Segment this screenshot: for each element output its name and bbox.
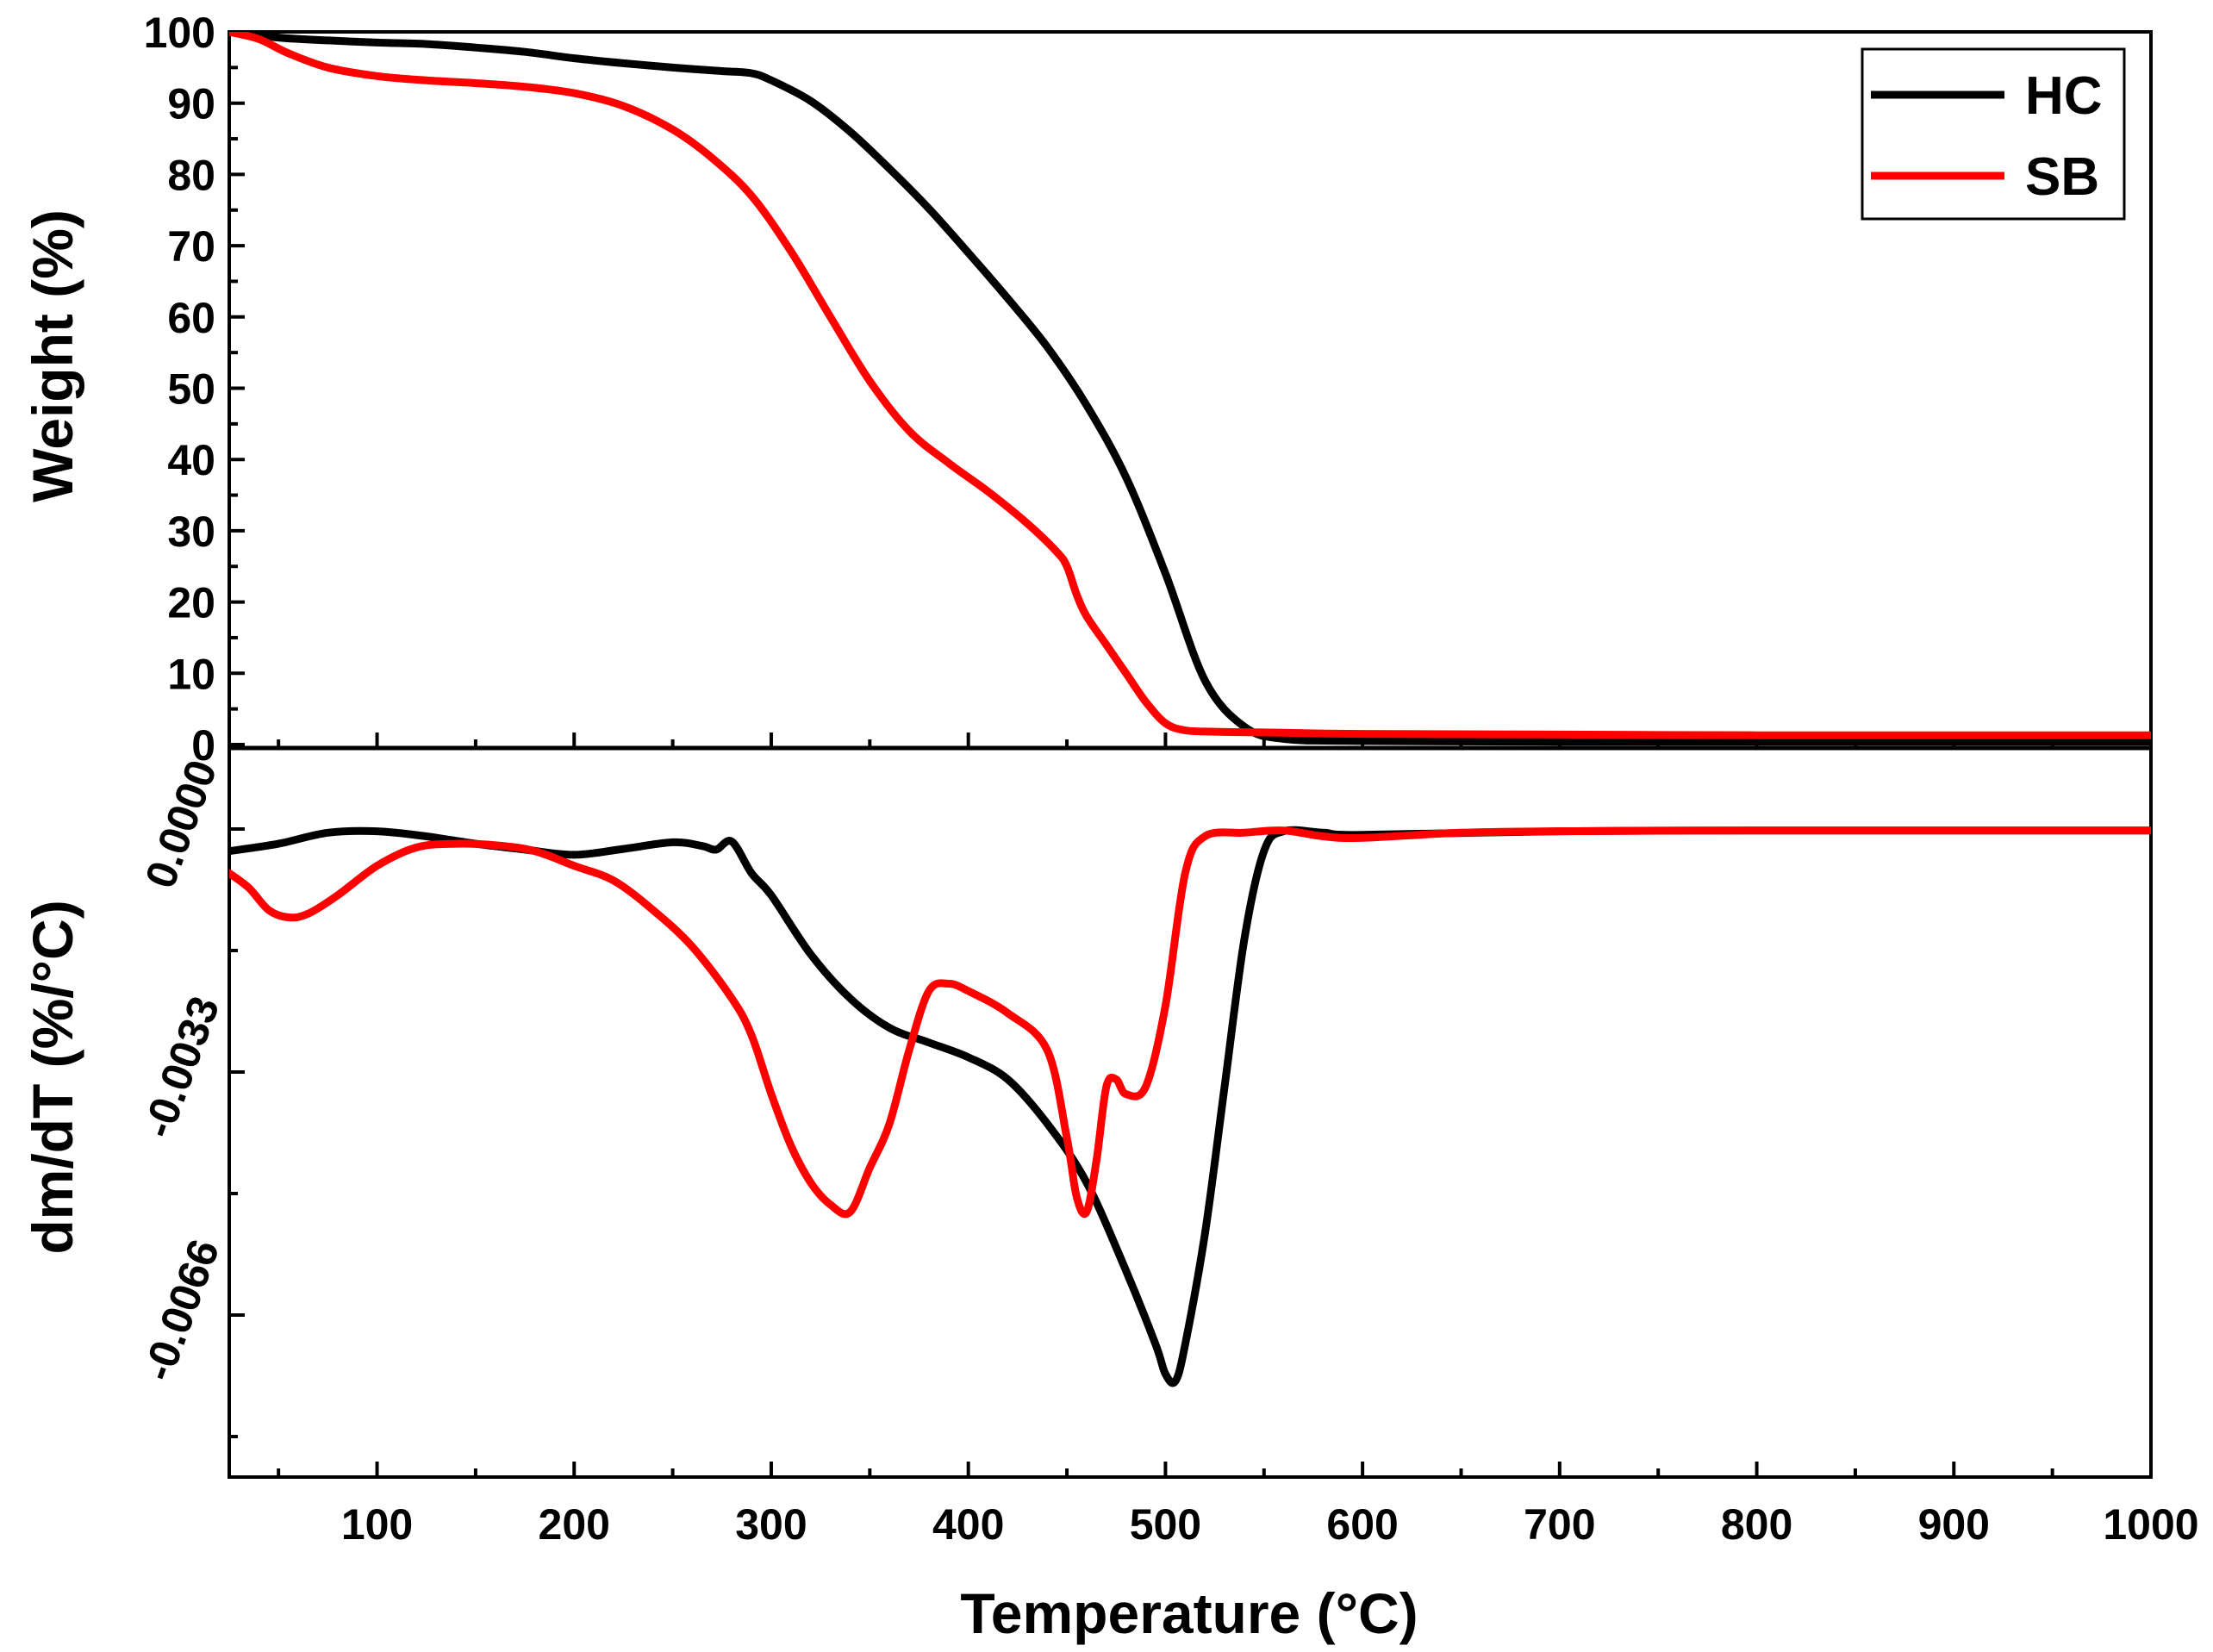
y-tick-label-weight: 80 xyxy=(167,151,215,199)
y-axis-title-weight: Weight (%) xyxy=(21,209,84,502)
series-line-dtg-sb xyxy=(229,826,2151,1219)
series-line-weight-hc xyxy=(229,32,2151,746)
weight-panel-lines xyxy=(229,32,2151,746)
y-tick-label-weight: 60 xyxy=(167,294,215,342)
legend: HC SB xyxy=(1861,47,2126,221)
x-tick-label: 900 xyxy=(1918,1500,1990,1549)
y-tick-label-weight: 70 xyxy=(167,222,215,271)
legend-box xyxy=(1861,47,2126,221)
y-axis-title-dtg: dm/dT (%/°C) xyxy=(21,900,84,1254)
x-tick-label: 800 xyxy=(1721,1500,1792,1549)
y-tick-label-weight: 30 xyxy=(167,508,215,556)
y-tick-label-weight: 50 xyxy=(167,365,215,414)
y-tick-label-weight: 90 xyxy=(167,80,215,128)
x-tick-label: 400 xyxy=(932,1500,1004,1549)
x-tick-label: 600 xyxy=(1326,1500,1398,1549)
x-tick-label: 700 xyxy=(1524,1500,1595,1549)
x-axis-title: Temperature (°C) xyxy=(960,1581,1418,1645)
x-tick-label: 200 xyxy=(539,1500,610,1549)
x-tick-label: 300 xyxy=(735,1500,807,1549)
legend-label-hc: HC xyxy=(2025,66,2103,126)
plot-frame xyxy=(228,30,2153,1479)
x-tick-label: 1000 xyxy=(2103,1500,2198,1549)
y-tick-label-weight: 0 xyxy=(191,721,215,770)
x-tick-label: 100 xyxy=(341,1500,413,1549)
y-tick-label-weight: 10 xyxy=(167,650,215,698)
y-tick-label-weight: 20 xyxy=(167,579,215,627)
x-tick-label: 500 xyxy=(1130,1500,1201,1549)
y-tick-label-weight: 40 xyxy=(167,436,215,484)
dtg-panel-lines xyxy=(229,826,2151,1387)
series-line-weight-sb xyxy=(229,32,2151,739)
y-tick-label-weight: 100 xyxy=(144,9,215,57)
legend-label-sb: SB xyxy=(2025,147,2099,207)
